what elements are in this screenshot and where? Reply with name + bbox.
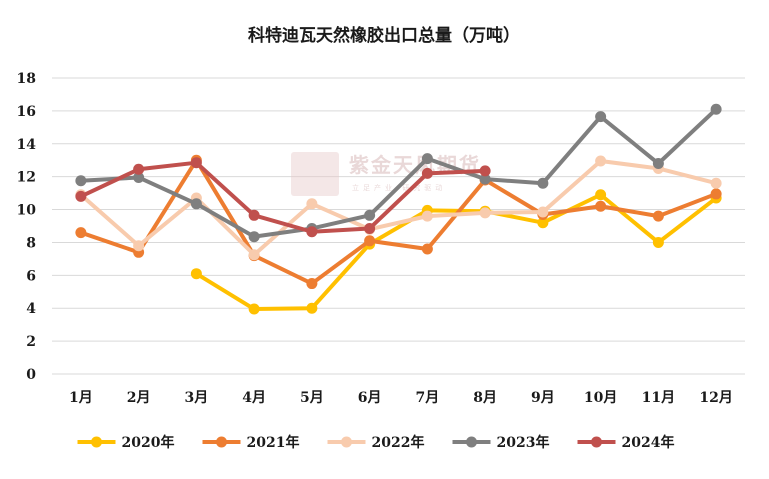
- data-point: [133, 171, 145, 183]
- series-layer: [75, 103, 722, 315]
- x-tick-label: 9月: [531, 390, 555, 406]
- data-point: [248, 249, 260, 261]
- legend-marker: [341, 436, 352, 448]
- legend-marker: [591, 436, 602, 448]
- legend-label: 2023年: [497, 434, 550, 451]
- data-point: [421, 243, 433, 255]
- data-point: [595, 200, 607, 212]
- legend-marker: [466, 436, 477, 448]
- legend-label: 2021年: [247, 434, 300, 451]
- data-point: [133, 240, 145, 252]
- data-point: [75, 190, 87, 202]
- data-point: [710, 177, 722, 189]
- y-tick-label: 8: [26, 235, 36, 251]
- data-point: [248, 209, 260, 221]
- x-tick-label: 5月: [300, 390, 324, 406]
- data-point: [133, 163, 145, 175]
- data-point: [595, 155, 607, 167]
- data-point: [710, 103, 722, 115]
- data-point: [537, 177, 549, 189]
- x-tick-label: 12月: [699, 390, 732, 406]
- series-line: [78, 160, 488, 234]
- data-point: [190, 198, 202, 210]
- data-point: [421, 167, 433, 179]
- series-2020年: [190, 189, 722, 315]
- x-tick-label: 8月: [473, 390, 497, 406]
- x-tick-label: 2月: [127, 390, 151, 406]
- series-line: [194, 192, 719, 312]
- data-point: [537, 206, 549, 218]
- data-point: [306, 226, 318, 238]
- y-tick-label: 4: [26, 301, 36, 317]
- data-point: [595, 111, 607, 123]
- legend-marker: [216, 436, 227, 448]
- data-point: [479, 165, 491, 177]
- series-line: [78, 158, 719, 286]
- data-point: [248, 303, 260, 315]
- x-tick-label: 1月: [69, 390, 93, 406]
- data-point: [479, 207, 491, 219]
- x-tick-label: 10月: [584, 390, 617, 406]
- data-point: [537, 217, 549, 229]
- axis-labels: 0 2 4 6 8 10 12 14 16 18 1月 2月 3月 4月 5月 6月 7月 8月 9月 10月 11月 1…: [17, 71, 733, 406]
- x-tick-label: 7月: [416, 390, 440, 406]
- data-point: [306, 278, 318, 290]
- legend-marker: [91, 436, 102, 448]
- data-point: [652, 210, 664, 222]
- y-tick-label: 0: [26, 367, 36, 383]
- data-point: [479, 173, 491, 185]
- series-line: [78, 159, 719, 257]
- x-tick-label: 3月: [185, 390, 209, 406]
- legend-item: 2020年: [77, 434, 175, 451]
- legend-item: 2022年: [327, 434, 425, 451]
- data-point: [364, 209, 376, 221]
- watermark-seal: [291, 152, 339, 196]
- data-point: [421, 210, 433, 222]
- data-point: [75, 227, 87, 239]
- data-point: [190, 157, 202, 169]
- legend-item: 2023年: [452, 434, 550, 451]
- x-tick-label: 6月: [358, 390, 382, 406]
- legend-item: 2021年: [202, 434, 300, 451]
- series-line: [78, 107, 719, 239]
- y-tick-label: 16: [17, 104, 36, 120]
- y-tick-label: 6: [26, 268, 36, 284]
- data-point: [364, 235, 376, 247]
- y-tick-label: 2: [26, 334, 36, 350]
- data-point: [595, 189, 607, 201]
- x-tick-label: 4月: [242, 390, 266, 406]
- y-tick-label: 12: [17, 170, 36, 186]
- legend: 2020年 2021年 2022年 2023年 2024年: [77, 434, 675, 451]
- data-point: [75, 175, 87, 187]
- data-point: [652, 236, 664, 248]
- data-point: [652, 158, 664, 170]
- series-2024年: [75, 157, 491, 238]
- y-tick-label: 10: [17, 203, 37, 219]
- legend-item: 2024年: [577, 434, 675, 451]
- data-point: [421, 153, 433, 165]
- data-point: [364, 222, 376, 234]
- x-tick-label: 11月: [642, 390, 675, 406]
- data-point: [190, 268, 202, 280]
- legend-label: 2024年: [622, 434, 675, 451]
- y-tick-label: 18: [17, 71, 36, 87]
- data-point: [710, 188, 722, 200]
- y-tick-label: 14: [17, 137, 37, 153]
- data-point: [306, 302, 318, 314]
- data-point: [306, 198, 318, 210]
- legend-label: 2022年: [372, 434, 425, 451]
- data-point: [248, 231, 260, 243]
- legend-label: 2020年: [122, 434, 175, 451]
- chart-title: 科特迪瓦天然橡胶出口总量（万吨）: [248, 25, 520, 46]
